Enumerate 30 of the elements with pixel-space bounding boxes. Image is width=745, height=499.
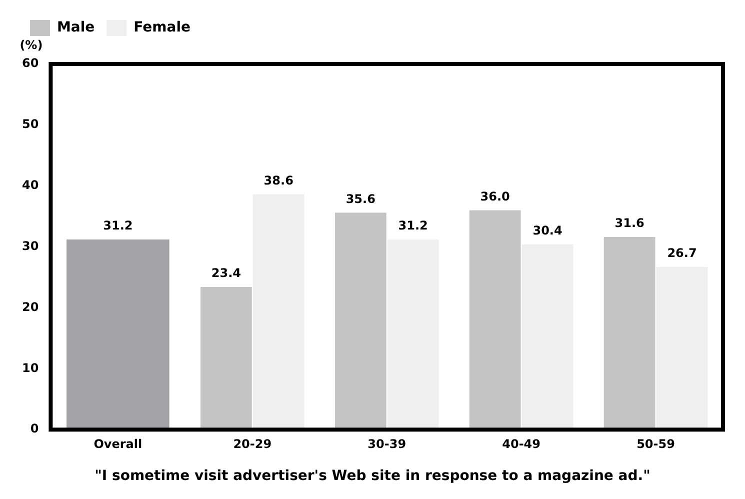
bar	[604, 237, 656, 430]
text: "I sometime visit advertiser's Web site in response to a magazine ad."	[94, 468, 652, 484]
bar	[200, 287, 252, 430]
y-tick-label: 0	[30, 422, 39, 436]
data-label: 26.7	[667, 246, 697, 260]
y-tick-label: 10	[22, 360, 39, 375]
bar	[334, 212, 386, 430]
data-label: 35.6	[346, 192, 376, 206]
y-tick-label: 50	[22, 117, 39, 132]
data-label: 31.2	[398, 218, 428, 233]
legend-label: Female	[134, 20, 190, 36]
data-label: 31.2	[103, 218, 133, 233]
y-axis-title: (%)	[20, 38, 43, 52]
y-tick-label: 60	[22, 56, 39, 70]
bar	[66, 239, 170, 430]
data-label: 23.4	[211, 266, 241, 280]
y-tick-label: 40	[22, 178, 39, 192]
x-tick-label: Overall	[94, 436, 142, 451]
x-tick-label: 40-49	[502, 436, 541, 451]
data-label: 38.6	[264, 174, 294, 188]
legend-label: Male	[57, 20, 95, 36]
y-tick-label: 20	[22, 300, 39, 314]
data-label: 36.0	[480, 189, 510, 204]
y-tick-label: 30	[22, 238, 39, 253]
bar	[469, 210, 521, 430]
x-tick-label: 20-29	[233, 436, 272, 451]
data-label: 31.6	[614, 216, 644, 230]
x-tick-label: 50-59	[636, 436, 675, 451]
data-label: 30.4	[532, 223, 562, 238]
x-tick-label: 30-39	[368, 436, 406, 451]
